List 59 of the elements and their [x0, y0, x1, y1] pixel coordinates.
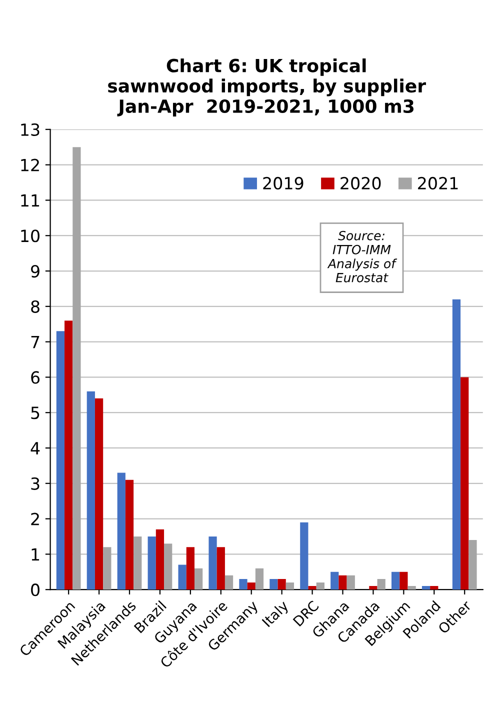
y-tick-label: 10: [21, 230, 40, 242]
bar: [208, 536, 217, 590]
legend-label: 2020: [340, 176, 381, 190]
bar: [156, 529, 164, 590]
bar: [346, 575, 355, 590]
bar: [391, 572, 400, 590]
bar: [408, 586, 416, 590]
bar: [255, 568, 264, 590]
bar: [224, 575, 234, 590]
bar: [369, 586, 378, 590]
bar: [377, 578, 386, 590]
bar: [308, 586, 316, 590]
bar: [338, 575, 347, 590]
bar: [316, 582, 324, 590]
bar: [125, 480, 134, 590]
y-tick-label: 0: [31, 584, 40, 596]
y-tick-label: 5: [31, 406, 40, 420]
bar: [86, 391, 95, 590]
y-tick-label: 13: [21, 123, 40, 136]
y-tick-label: 6: [31, 371, 40, 384]
bar: [330, 572, 339, 590]
bar: [216, 547, 225, 590]
bar: [468, 540, 477, 590]
y-tick-label: 7: [31, 336, 40, 348]
bar: [460, 377, 469, 590]
bar: [300, 522, 308, 590]
bar: [194, 568, 203, 590]
y-tick-label: 8: [31, 300, 40, 313]
bar: [178, 564, 186, 590]
chart-title: Chart 6: UK tropical sawnwood imports, by supplier Jan-Apr 2019-2021, 1000 m3: [108, 58, 426, 117]
bar: [286, 582, 294, 590]
bar: [56, 331, 65, 590]
bar: [103, 547, 112, 590]
bar: [64, 320, 73, 590]
bar: [94, 398, 104, 590]
bar: [72, 147, 81, 590]
bar: [164, 544, 172, 590]
bar: [422, 586, 430, 590]
y-tick-label: 4: [30, 442, 40, 454]
bar: [186, 547, 194, 590]
y-tick-label: 12: [21, 158, 39, 172]
bar: [247, 582, 256, 590]
y-tick-label: 3: [31, 477, 40, 490]
bar: [134, 536, 142, 590]
bar: [117, 472, 126, 590]
y-tick-label: 9: [31, 264, 40, 278]
bar: [239, 578, 248, 590]
bar: [400, 572, 408, 590]
bar: [430, 586, 438, 590]
legend-label: 2019: [263, 176, 304, 190]
y-tick-label: 1: [32, 548, 40, 561]
bar: [148, 536, 156, 590]
annotation: Source: ITTO-IMM Analysis of Eurostat: [327, 230, 398, 282]
y-tick-label: 2: [31, 512, 39, 526]
bar: [270, 578, 278, 590]
bar: [452, 299, 461, 590]
bar: [278, 578, 286, 590]
y-tick-label: 11: [21, 194, 40, 207]
legend-label: 2021: [418, 176, 458, 190]
